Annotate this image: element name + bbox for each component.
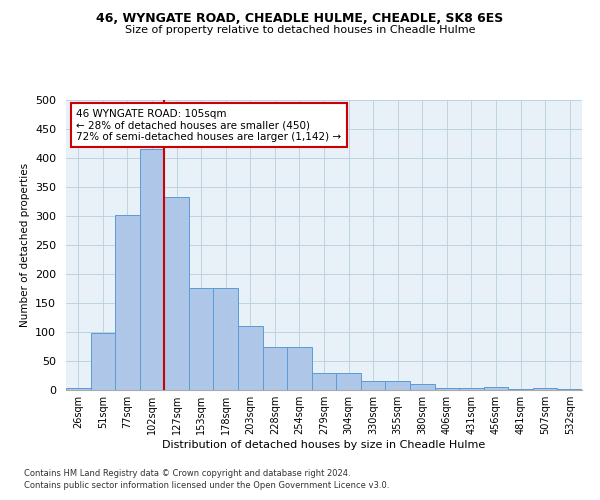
Bar xyxy=(238,326,263,390)
Bar xyxy=(66,388,91,390)
X-axis label: Distribution of detached houses by size in Cheadle Hulme: Distribution of detached houses by size … xyxy=(163,440,485,450)
Bar xyxy=(385,380,410,390)
Bar xyxy=(91,332,115,390)
Y-axis label: Number of detached properties: Number of detached properties xyxy=(20,163,29,327)
Bar xyxy=(434,388,459,390)
Bar xyxy=(459,388,484,390)
Bar xyxy=(336,372,361,390)
Text: Contains public sector information licensed under the Open Government Licence v3: Contains public sector information licen… xyxy=(24,481,389,490)
Bar xyxy=(287,346,312,390)
Bar xyxy=(214,288,238,390)
Bar xyxy=(189,288,214,390)
Bar xyxy=(312,372,336,390)
Text: 46 WYNGATE ROAD: 105sqm
← 28% of detached houses are smaller (450)
72% of semi-d: 46 WYNGATE ROAD: 105sqm ← 28% of detache… xyxy=(76,108,341,142)
Bar xyxy=(410,384,434,390)
Bar xyxy=(140,150,164,390)
Bar xyxy=(484,386,508,390)
Bar xyxy=(115,215,140,390)
Text: Size of property relative to detached houses in Cheadle Hulme: Size of property relative to detached ho… xyxy=(125,25,475,35)
Bar xyxy=(533,388,557,390)
Bar xyxy=(263,346,287,390)
Text: 46, WYNGATE ROAD, CHEADLE HULME, CHEADLE, SK8 6ES: 46, WYNGATE ROAD, CHEADLE HULME, CHEADLE… xyxy=(97,12,503,26)
Bar xyxy=(164,198,189,390)
Text: Contains HM Land Registry data © Crown copyright and database right 2024.: Contains HM Land Registry data © Crown c… xyxy=(24,468,350,477)
Bar xyxy=(361,380,385,390)
